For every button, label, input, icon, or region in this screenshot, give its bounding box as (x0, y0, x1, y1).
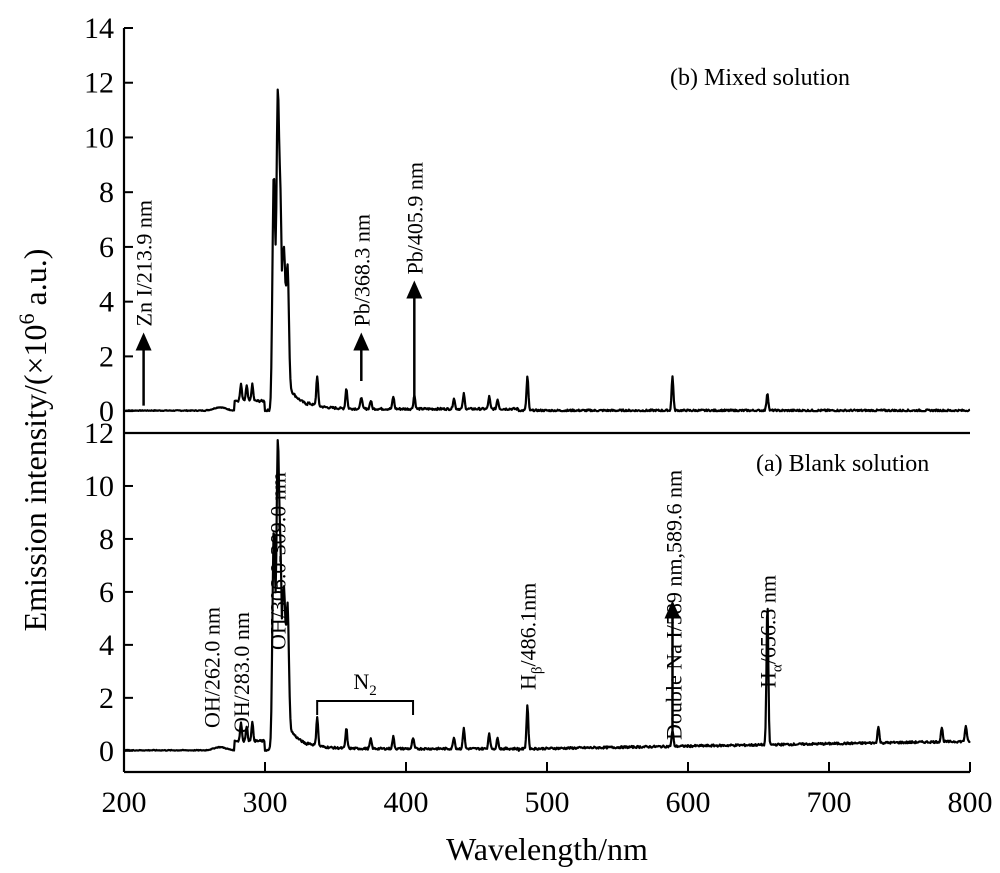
y-axis-label-main: Emission intensity/(×10 (17, 324, 53, 631)
panel-b-y-tick-label-2: 2 (99, 340, 114, 373)
x-tick-label-700: 700 (807, 786, 852, 819)
panel-a-y-ticks: 0 2 4 6 8 10 12 (84, 417, 133, 768)
x-tick-label-300: 300 (243, 786, 288, 819)
x-axis-label: Wavelength/nm (446, 831, 648, 867)
annotation-arrow-1-head (353, 332, 370, 351)
panel-a-annotations: OH/262.0 nm OH/283.0 nm OH/306.0-309.0 nm H… (199, 470, 785, 740)
peak-label-0: OH/262.0 nm (199, 607, 224, 728)
panel-a-spectrum-line (123, 439, 971, 752)
x-axis-ticks: 200 300 400 500 600 700 800 (102, 762, 993, 819)
panel-b-spectrum-line (123, 88, 971, 413)
y-axis-label: Emission intensity/(×106 a.u.) (14, 249, 53, 632)
peak-label-2: OH/306.0-309.0 nm (266, 472, 291, 650)
peak-label-1: OH/283.0 nm (229, 612, 254, 733)
panel-a-y-tick-label-0: 0 (99, 735, 114, 768)
panel-b-title: (b) Mixed solution (670, 65, 850, 91)
y-axis-label-sup: 6 (14, 313, 39, 324)
annotation-arrow-0-head (135, 332, 152, 351)
annotation-label-0: Zn I/213.9 nm (132, 200, 157, 327)
panel-b-y-tick-label-10: 10 (84, 121, 114, 154)
panel-a-y-tick-label-10: 10 (84, 470, 114, 503)
panel-a: (a) Blank solution 0 2 4 6 8 10 12 OH/262.0 nm… (84, 417, 971, 768)
peak-label-5: Hα/656.3 nm (755, 575, 785, 688)
annotation-label-2: Pb/405.9 nm (402, 162, 427, 274)
x-tick-label-800: 800 (948, 786, 993, 819)
panel-b-y-tick-label-12: 12 (84, 67, 114, 100)
n2-label: N2 (353, 669, 376, 699)
panel-b-y-ticks: 0 2 4 6 8 10 12 14 (84, 12, 133, 428)
panel-a-y-tick-label-6: 6 (99, 576, 114, 609)
panel-a-y-tick-label-2: 2 (99, 682, 114, 715)
panel-b-y-tick-label-0: 0 (99, 395, 114, 428)
na-arrow-head (664, 600, 681, 619)
y-axis-label-tail: a.u.) (17, 249, 53, 314)
panel-a-y-tick-label-4: 4 (99, 629, 114, 662)
x-tick-label-600: 600 (666, 786, 711, 819)
panel-a-y-tick-label-12: 12 (84, 417, 114, 450)
panel-b: (b) Mixed solution 0 2 4 6 8 10 12 14 Zn I/213.… (84, 12, 971, 428)
panel-b-y-tick-label-6: 6 (99, 231, 114, 264)
panel-b-y-tick-label-14: 14 (84, 12, 114, 45)
panel-a-y-tick-label-8: 8 (99, 523, 114, 556)
panel-b-y-tick-label-4: 4 (99, 286, 114, 319)
annotation-arrow-2-head (406, 280, 423, 299)
n2-bracket (316, 700, 415, 715)
panel-a-title: (a) Blank solution (756, 451, 929, 477)
x-tick-label-500: 500 (525, 786, 570, 819)
x-tick-label-400: 400 (384, 786, 429, 819)
panel-b-y-tick-label-8: 8 (99, 176, 114, 209)
panel-b-annotations: Zn I/213.9 nm Pb/368.3 nm Pb/405.9 nm (132, 162, 427, 406)
peak-label-3: Hβ/486.1nm (515, 583, 545, 690)
annotation-label-1: Pb/368.3 nm (349, 214, 374, 326)
x-tick-label-200: 200 (102, 786, 147, 819)
